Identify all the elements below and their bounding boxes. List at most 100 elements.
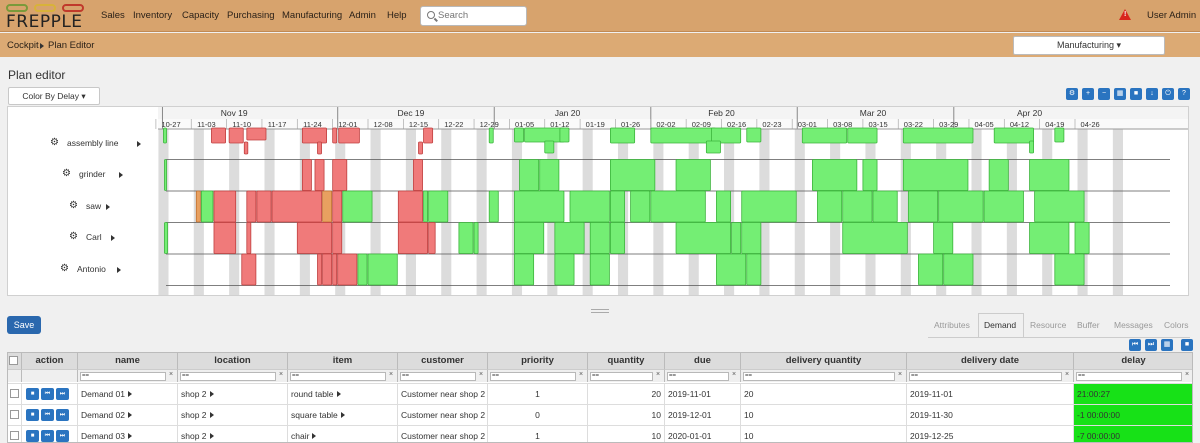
tab-demand[interactable]: Demand [984,320,1017,330]
filter-input-due[interactable]: == [667,372,729,381]
filter-clear-icon[interactable]: × [656,371,661,378]
cell-action[interactable]: ■ ⏮ ⏭ [22,426,78,442]
row-last-icon[interactable]: ⏭ [56,409,69,421]
detail-caret-icon[interactable] [336,391,341,397]
filter-input-name[interactable]: == [80,372,166,381]
cell-action[interactable]: ■ ⏮ ⏭ [22,405,78,426]
row-first-icon[interactable]: ⏮ [41,409,54,421]
filter-clear-icon[interactable]: × [479,371,484,378]
nav-admin[interactable]: Admin [349,10,376,21]
panel-splitter-handle[interactable] [591,309,609,313]
save-button[interactable]: Save [7,316,41,334]
nav-inventory[interactable]: Inventory [133,10,173,21]
filter-clear-icon[interactable]: × [279,371,284,378]
expand-caret-icon[interactable] [137,141,141,147]
download-icon[interactable]: ↓ [1146,88,1158,100]
detail-caret-icon[interactable] [312,433,317,439]
col-delay[interactable]: delay [1074,353,1192,369]
detail-caret-icon[interactable] [209,412,214,418]
context-selector-dropdown[interactable]: Manufacturing ▾ [1013,36,1165,55]
row-stop-icon[interactable]: ■ [26,409,39,421]
cell-row-select[interactable] [8,384,22,405]
gantt-chart[interactable]: Nov 19 Dec 19 Jan 20 Feb 20 Mar 20 Apr 20 10-2… [7,106,1189,296]
select-all-checkbox[interactable] [9,356,18,365]
expand-caret-icon[interactable] [119,172,123,178]
resource-label[interactable]: grinder [79,169,106,179]
cell-action[interactable]: ■ ⏮ ⏭ [22,384,78,405]
calendar-icon[interactable]: ▦ [1114,88,1126,100]
expand-caret-icon[interactable] [106,204,110,210]
stop-icon[interactable]: ■ [1130,88,1142,100]
zoom-out-icon[interactable]: − [1098,88,1110,100]
grid-calendar-icon[interactable]: ▦ [1161,339,1173,351]
grid-first-icon[interactable]: ⏮ [1129,339,1141,351]
filter-clear-icon[interactable]: × [1065,371,1070,378]
gantt-settings-icon[interactable]: ⚙ [1066,88,1078,100]
row-last-icon[interactable]: ⏭ [56,388,69,400]
col-location[interactable]: location [178,353,288,369]
filter-input-delay[interactable]: == [1076,372,1182,381]
col-delivery-date[interactable]: delivery date [907,353,1074,369]
resource-label[interactable]: assembly line [67,138,119,148]
grid-last-icon[interactable]: ⏭ [1145,339,1157,351]
row-checkbox[interactable] [10,431,19,440]
cell-row-select[interactable] [8,426,22,442]
table-row[interactable]: ■ ⏮ ⏭ Demand 02 shop 2 square table Customer n… [8,404,1192,426]
detail-caret-icon[interactable] [209,433,214,439]
filter-clear-icon[interactable]: × [389,371,394,378]
grid-stop-icon[interactable]: ■ [1181,339,1193,351]
filter-input-priority[interactable]: == [490,372,576,381]
row-last-icon[interactable]: ⏭ [56,430,69,442]
search-box[interactable] [420,6,527,26]
detail-caret-icon[interactable] [127,433,132,439]
filter-input-delivery-quantity[interactable]: == [743,372,895,381]
help-icon[interactable]: ? [1178,88,1190,100]
user-menu[interactable]: User Admin [1147,10,1197,21]
table-row[interactable]: ■ ⏮ ⏭ Demand 01 shop 2 round table Customer ne… [8,383,1192,405]
expand-caret-icon[interactable] [117,267,121,273]
row-checkbox[interactable] [10,410,19,419]
row-first-icon[interactable]: ⏮ [41,430,54,442]
alert-icon[interactable]: ! [1119,9,1131,20]
nav-purchasing[interactable]: Purchasing [227,10,275,21]
row-first-icon[interactable]: ⏮ [41,388,54,400]
resource-label[interactable]: Antonio [77,264,106,274]
tab-colors[interactable]: Colors [1164,320,1189,330]
filter-input-item[interactable]: == [290,372,386,381]
filter-clear-icon[interactable]: × [898,371,903,378]
table-row[interactable]: ■ ⏮ ⏭ Demand 03 shop 2 chair Customer near sho… [8,425,1192,442]
col-item[interactable]: item [288,353,398,369]
filter-clear-icon[interactable]: × [732,371,737,378]
col-customer[interactable]: customer [398,353,488,369]
row-checkbox[interactable] [10,389,19,398]
detail-caret-icon[interactable] [127,391,132,397]
filter-clear-icon[interactable]: × [1185,371,1190,378]
power-icon[interactable]: ⏻ [1162,88,1174,100]
row-stop-icon[interactable]: ■ [26,388,39,400]
filter-input-delivery-date[interactable]: == [909,372,1062,381]
zoom-in-icon[interactable]: + [1082,88,1094,100]
breadcrumb-cockpit[interactable]: Cockpit [7,40,39,51]
tab-messages[interactable]: Messages [1114,320,1153,330]
filter-input-location[interactable]: == [180,372,276,381]
frepple-logo[interactable]: FREPPLE [6,4,86,32]
filter-input-quantity[interactable]: == [590,372,653,381]
cell-row-select[interactable] [8,405,22,426]
gantt-canvas[interactable]: Nov 19 Dec 19 Jan 20 Feb 20 Mar 20 Apr 20 10-2… [8,107,1189,296]
col-action[interactable]: action [22,353,78,369]
detail-caret-icon[interactable] [127,412,132,418]
nav-manufacturing[interactable]: Manufacturing [282,10,343,21]
row-stop-icon[interactable]: ■ [26,430,39,442]
nav-sales[interactable]: Sales [101,10,125,21]
resource-label[interactable]: Carl [86,232,102,242]
col-priority[interactable]: priority [488,353,588,369]
expand-caret-icon[interactable] [111,235,115,241]
breadcrumb-plan-editor[interactable]: Plan Editor [48,40,95,51]
tab-resource[interactable]: Resource [1030,320,1067,330]
col-due[interactable]: due [665,353,741,369]
nav-capacity[interactable]: Capacity [182,10,219,21]
search-input[interactable] [438,10,524,21]
nav-help[interactable]: Help [387,10,407,21]
col-delivery-quantity[interactable]: delivery quantity [741,353,907,369]
col-name[interactable]: name [78,353,178,369]
